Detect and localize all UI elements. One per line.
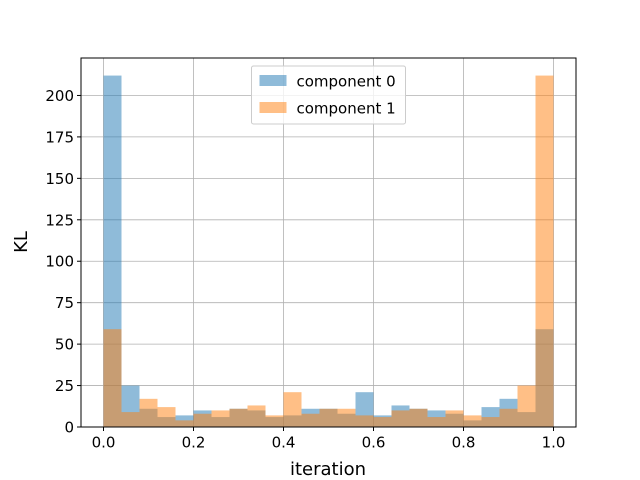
bar xyxy=(139,398,158,427)
bar xyxy=(157,407,176,427)
legend-label: component 1 xyxy=(297,100,396,118)
x-tick-label: 0.2 xyxy=(182,434,206,452)
x-tick-label: 0.0 xyxy=(92,434,116,452)
bar xyxy=(121,412,140,427)
y-tick-label: 75 xyxy=(55,294,74,312)
y-tick-label: 150 xyxy=(45,170,74,188)
y-tick-label: 100 xyxy=(45,253,74,271)
legend-box xyxy=(251,65,406,125)
legend: component 0 component 1 xyxy=(251,65,406,125)
bar xyxy=(445,410,464,427)
legend-swatch xyxy=(259,102,287,113)
bar xyxy=(337,408,356,427)
x-tick-label: 1.0 xyxy=(542,434,566,452)
bar xyxy=(373,417,392,427)
bar xyxy=(355,415,374,427)
x-axis-label: iteration xyxy=(290,459,366,480)
bar xyxy=(517,385,536,427)
bar xyxy=(265,415,284,427)
bar xyxy=(499,408,518,427)
bar xyxy=(409,408,428,427)
bar xyxy=(301,413,320,427)
bar xyxy=(391,410,410,427)
legend-swatch xyxy=(259,75,287,86)
bars xyxy=(103,75,554,428)
bar xyxy=(193,413,212,427)
bar xyxy=(463,415,482,427)
bar xyxy=(247,405,266,427)
y-tick-label: 200 xyxy=(45,87,74,105)
plot-frame xyxy=(80,57,577,428)
y-tick-label: 175 xyxy=(45,128,74,146)
x-tick-label: 0.4 xyxy=(272,434,296,452)
y-tick-label: 25 xyxy=(55,377,74,395)
legend-label: component 0 xyxy=(297,73,396,91)
bar xyxy=(319,408,338,427)
bar xyxy=(283,392,302,427)
y-tick-label: 0 xyxy=(64,419,74,437)
ticks: 0.0 0.2 0.4 0.6 0.8 1.0 0 25 50 75 100 125 150 175 200 xyxy=(45,87,565,452)
y-tick-label: 50 xyxy=(55,336,74,354)
bar xyxy=(175,420,194,427)
y-tick-label: 125 xyxy=(45,211,74,229)
bar xyxy=(427,417,446,427)
bar xyxy=(481,417,500,427)
x-tick-label: 0.8 xyxy=(452,434,476,452)
bar xyxy=(103,329,122,427)
bar xyxy=(229,408,248,427)
x-tick-label: 0.6 xyxy=(362,434,386,452)
y-axis-label: KL xyxy=(11,231,32,253)
bar xyxy=(535,75,554,428)
bar xyxy=(211,410,230,427)
